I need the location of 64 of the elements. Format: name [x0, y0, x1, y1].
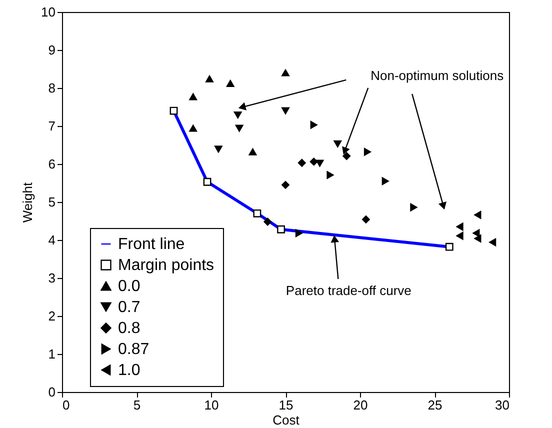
point [456, 222, 464, 231]
legend-label: 1.0 [118, 362, 140, 379]
point [253, 209, 262, 218]
x-tick-label: 5 [133, 398, 141, 412]
y-tick-label: 3 [48, 270, 56, 286]
point [310, 158, 318, 166]
point [295, 229, 302, 238]
point [472, 229, 480, 238]
point [410, 203, 418, 212]
legend-label: 0.7 [118, 299, 140, 316]
y-axis-title: Weight [20, 182, 36, 223]
point [310, 120, 318, 129]
x-tick-label: 25 [428, 398, 442, 412]
x-tick-label: 0 [62, 398, 70, 412]
point [445, 242, 454, 251]
y-tick-label: 0 [48, 384, 56, 400]
y-tick-label: 8 [48, 80, 56, 96]
x-tick-label: 20 [353, 398, 368, 412]
point [474, 234, 482, 242]
y-tick-label: 2 [48, 308, 56, 324]
point [234, 111, 242, 118]
point [282, 69, 290, 76]
legend-label: 0.0 [118, 278, 140, 295]
point [342, 152, 351, 160]
x-tick-label: 15 [278, 398, 294, 412]
point [282, 180, 290, 189]
legend-label: 0.8 [118, 320, 140, 337]
point [456, 232, 464, 240]
x-tick-label: 10 [204, 398, 219, 412]
point [489, 238, 496, 246]
y-tick-label: 5 [48, 194, 56, 210]
y-tick-label: 10 [41, 4, 56, 20]
point [364, 148, 371, 156]
point [316, 160, 324, 167]
point [189, 124, 198, 132]
point [226, 80, 234, 87]
point [206, 75, 214, 82]
y-tick-label: 9 [48, 42, 56, 58]
legend-label: 0.87 [118, 341, 150, 358]
point [248, 148, 257, 156]
annotation: Pareto trade-off curve [286, 283, 412, 298]
point [334, 140, 342, 148]
point [189, 93, 198, 100]
point [474, 210, 482, 219]
y-tick-label: 4 [48, 232, 56, 248]
point [282, 107, 290, 114]
x-axis-title: Cost [272, 412, 300, 428]
annotation: Non-optimum solutions [370, 68, 504, 83]
point [326, 171, 334, 179]
point [235, 124, 244, 132]
point [203, 178, 212, 186]
point [170, 106, 178, 115]
y-tick-label: 6 [48, 156, 56, 172]
point [264, 218, 272, 226]
point [382, 177, 389, 186]
legend-label: Front line [118, 236, 185, 253]
y-tick-label: 1 [48, 346, 56, 362]
x-tick-label: 30 [495, 398, 510, 412]
legend-label: Margin points [118, 257, 214, 274]
point [298, 158, 306, 167]
point [362, 216, 370, 224]
point [214, 146, 222, 153]
y-tick-label: 7 [48, 118, 56, 134]
point [277, 225, 285, 234]
